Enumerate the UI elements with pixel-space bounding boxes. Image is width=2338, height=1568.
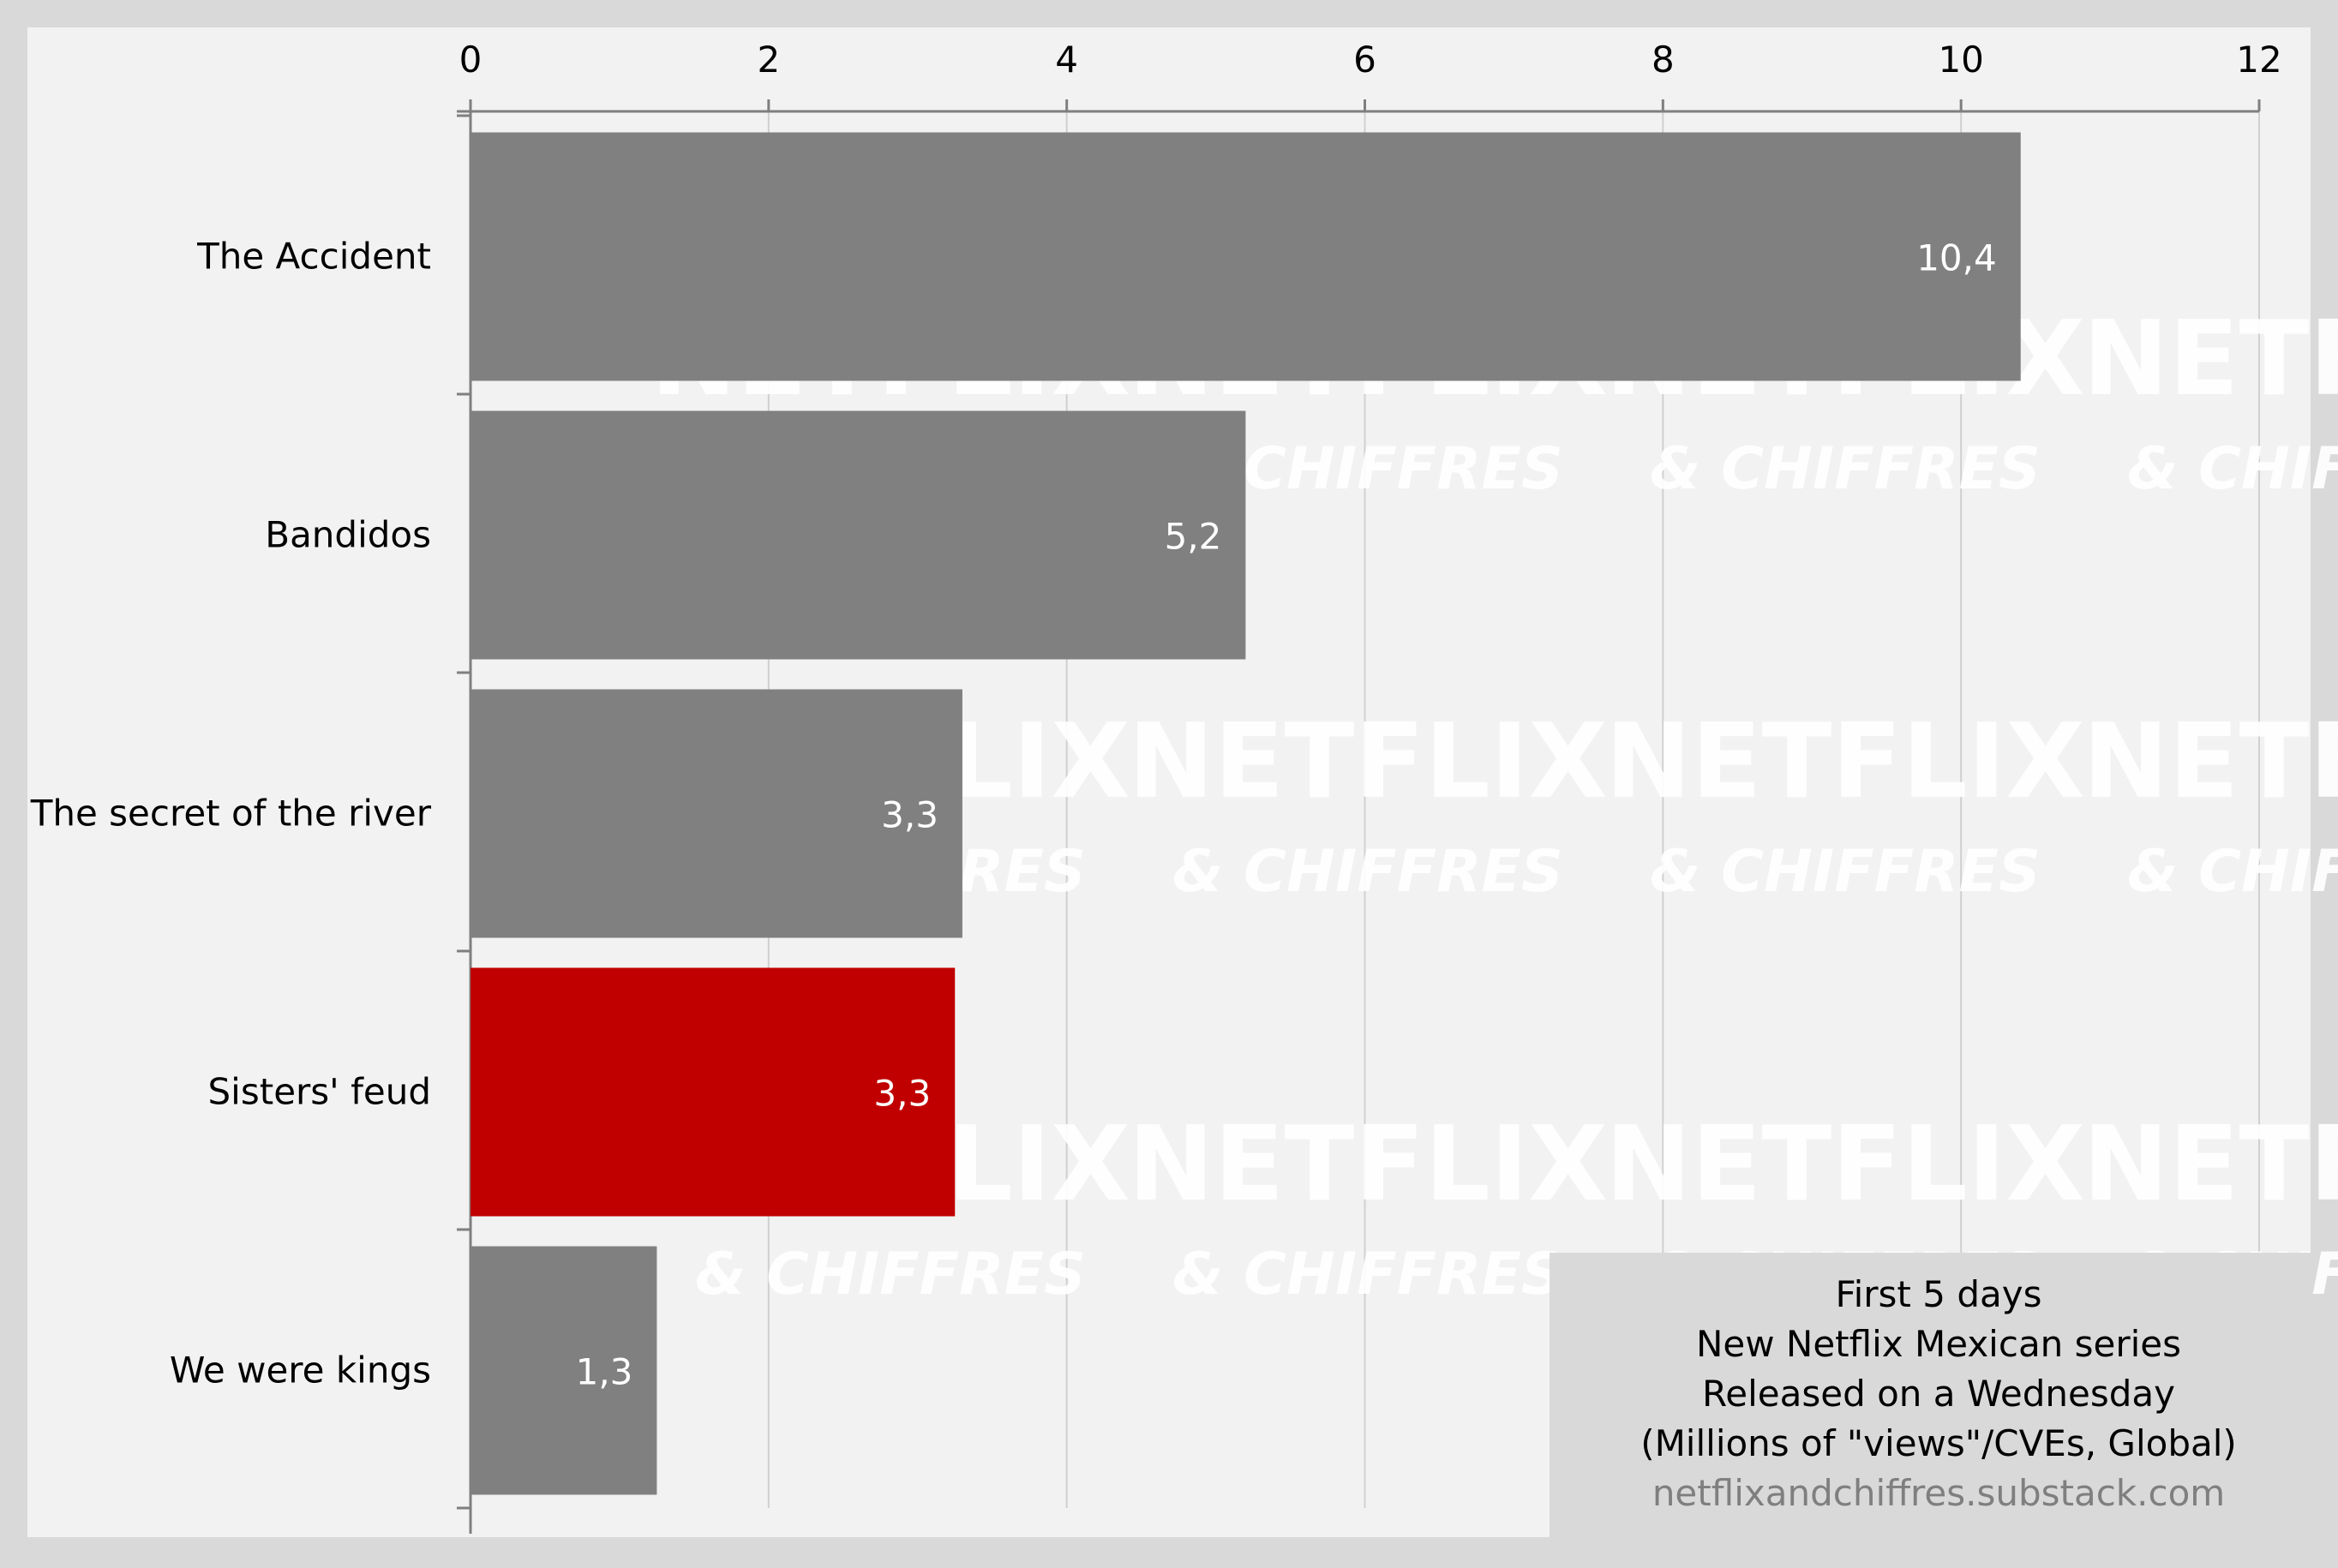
info-box: First 5 days New Netflix Mexican series Re… <box>1550 1253 2311 1537</box>
watermark-netflix: NETFLIX <box>2083 703 2338 822</box>
x-tick-label: 10 <box>1938 39 1983 81</box>
bar <box>471 1246 657 1495</box>
data-label: 3,3 <box>881 794 938 836</box>
bar <box>471 689 962 938</box>
x-tick-label: 6 <box>1353 39 1376 81</box>
bar <box>471 132 2021 381</box>
watermark-netflix: NETFLIX <box>2083 1105 2338 1224</box>
watermark-chiffres: & CHIFFRES <box>695 1241 1086 1308</box>
info-box-line: Released on a Wednesday <box>1702 1373 2175 1415</box>
data-label: 10,4 <box>1916 237 1997 279</box>
bar <box>471 967 956 1217</box>
data-label: 3,3 <box>873 1073 931 1115</box>
watermark-netflix: NETFLIX <box>2083 300 2338 419</box>
data-label: 1,3 <box>576 1351 633 1393</box>
category-labels: The Accident Bandidos The secret of the ri… <box>30 236 432 1391</box>
x-tick-label: 12 <box>2236 39 2281 81</box>
category-label: The Accident <box>196 236 431 278</box>
watermark-netflix: NETFLIX <box>1605 703 2085 822</box>
info-box-background <box>1550 1253 2311 1537</box>
bars-group <box>471 132 2021 1495</box>
info-box-line: (Millions of "views"/CVEs, Global) <box>1640 1422 2237 1464</box>
bar <box>471 410 1246 660</box>
value-labels: 10,4 5,2 3,3 3,3 1,3 <box>576 237 1997 1393</box>
category-label: The secret of the river <box>30 793 432 835</box>
x-tick-label: 8 <box>1652 39 1675 81</box>
watermark-chiffres: & CHIFFRES <box>1650 435 2041 503</box>
x-tick-label: 2 <box>757 39 780 81</box>
watermark-netflix: NETFLIX <box>1128 1105 1608 1224</box>
category-label: We were kings <box>170 1350 431 1391</box>
watermark-chiffres: & CHIFFRES <box>1172 838 1563 906</box>
watermark-netflix: NETFLIX <box>1605 1105 2085 1224</box>
info-box-line: New Netflix Mexican series <box>1696 1323 2181 1365</box>
watermark-chiffres: & CHIFFRES <box>2127 838 2338 906</box>
category-label: Sisters' feud <box>208 1071 431 1113</box>
data-label: 5,2 <box>1165 516 1222 558</box>
watermark-netflix: NETFLIX <box>1128 703 1608 822</box>
watermark-chiffres: & CHIFFRES <box>2127 435 2338 503</box>
source-url: netflixandchiffres.substack.com <box>1652 1472 2225 1514</box>
info-box-line: First 5 days <box>1836 1273 2042 1315</box>
watermark-chiffres: & CHIFFRES <box>1650 838 2041 906</box>
x-tick-label: 4 <box>1055 39 1078 81</box>
watermark-chiffres: & CHIFFRES <box>1172 1241 1563 1308</box>
category-label: Bandidos <box>265 514 431 556</box>
x-tick-label: 0 <box>459 39 483 81</box>
